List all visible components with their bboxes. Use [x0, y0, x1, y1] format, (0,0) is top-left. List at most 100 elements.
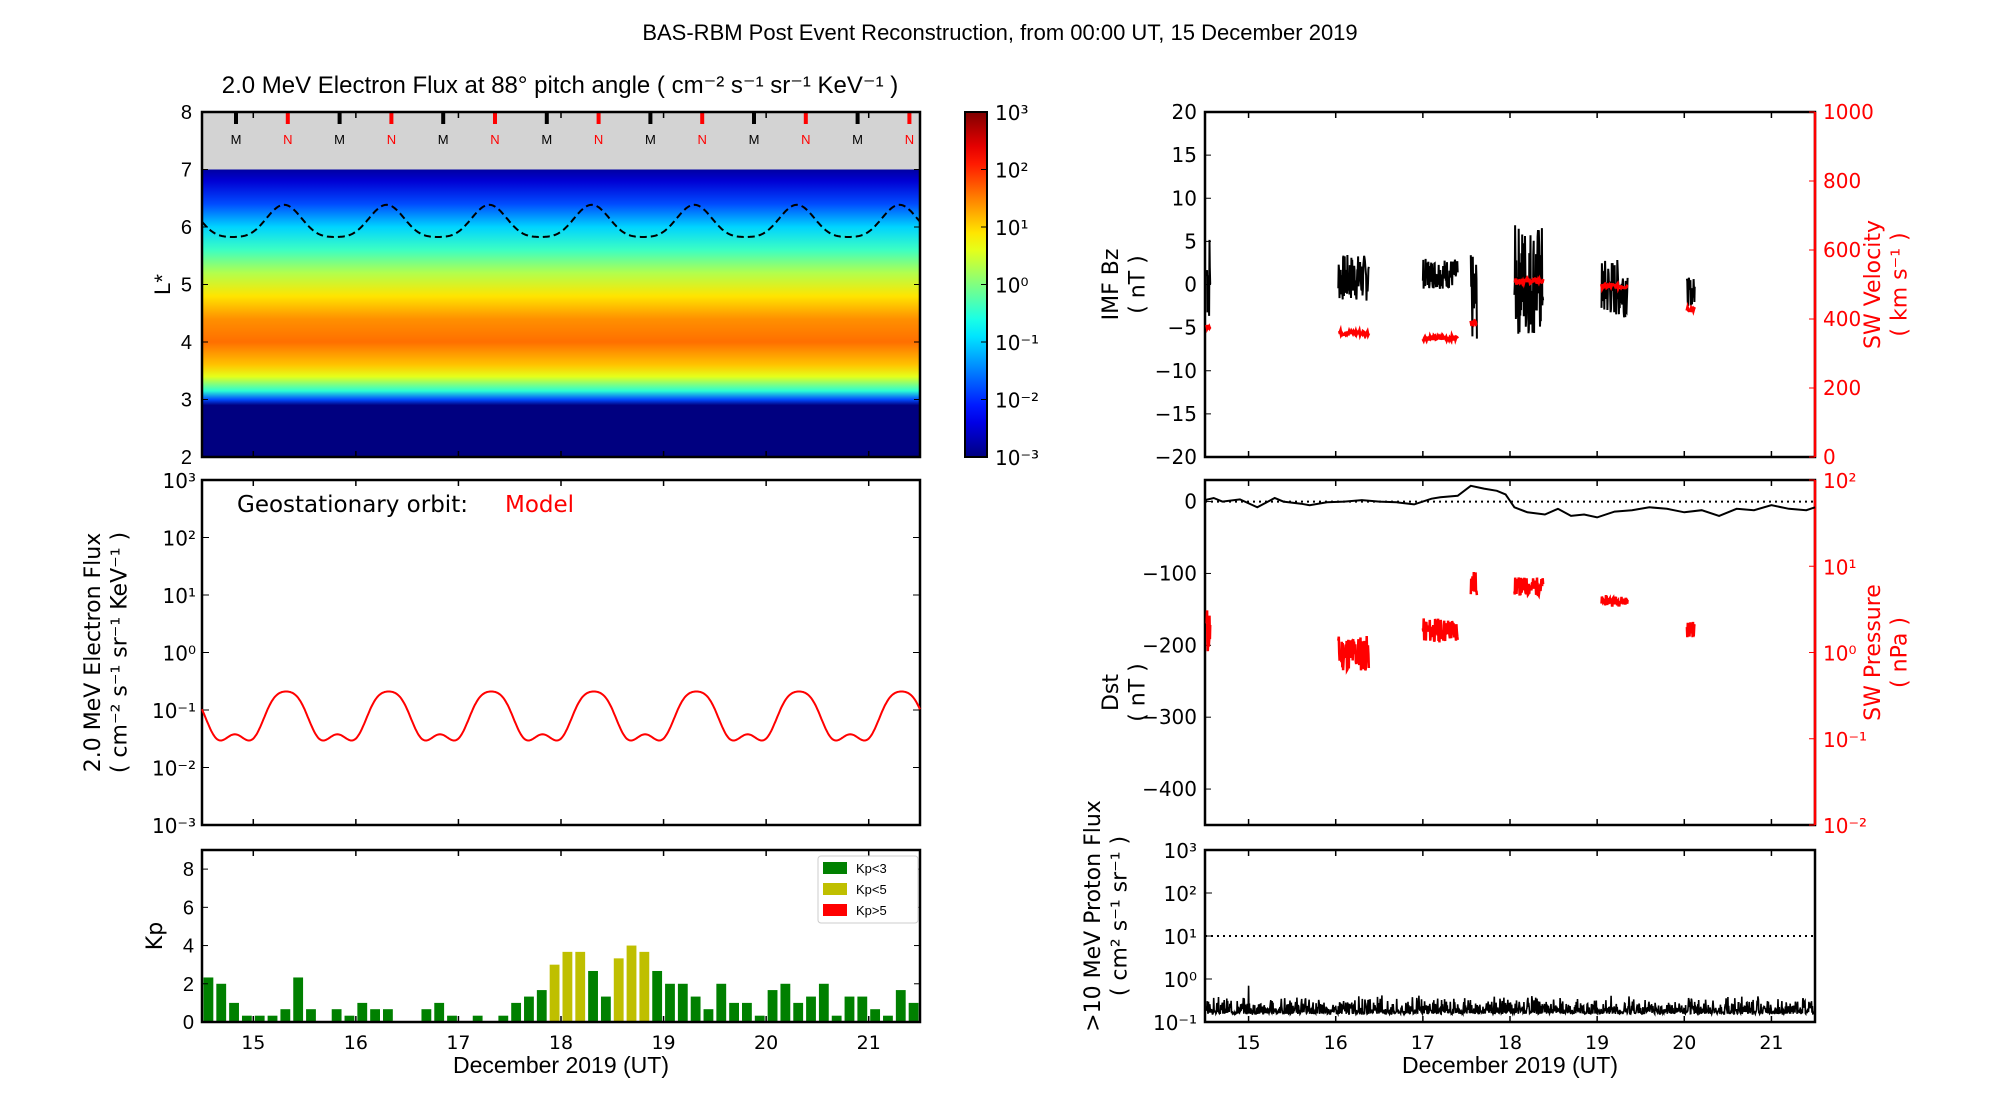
noon-marker-label: N [698, 132, 707, 147]
geo-annotation-label: Geostationary orbit: [237, 492, 468, 518]
kp-bar [767, 990, 778, 1022]
kp-bar [306, 1009, 316, 1022]
midnight-marker-label: M [645, 132, 656, 147]
dst-ytick-label: −100 [1142, 561, 1197, 585]
midnight-marker-label: M [231, 132, 242, 147]
imf-bz-line [1205, 239, 1212, 316]
kp-bar [498, 1015, 509, 1022]
lstar-ytick-label: 5 [181, 275, 192, 297]
kp-bar [895, 990, 906, 1022]
proton-xtick-label: 15 [1236, 1032, 1260, 1054]
kp-bar [511, 1002, 522, 1022]
imf-y2tick-label: 400 [1823, 307, 1861, 331]
proton-ytick-label: 10² [1164, 882, 1197, 906]
proton-flux-line [1204, 985, 1816, 1018]
lstar-ytick-label: 8 [181, 102, 192, 124]
geo-panel-frame [200, 478, 922, 827]
kp-bar [793, 1002, 804, 1022]
colorbar-tick-label: 10⁻² [995, 389, 1039, 413]
kp-legend-label: Kp>5 [856, 903, 887, 918]
kp-bar [677, 983, 688, 1022]
colorbar-tick-label: 10⁻³ [995, 446, 1039, 470]
geo-model-line [201, 690, 921, 742]
colorbar-tick-label: 10¹ [995, 216, 1028, 240]
imf-y2tick-label: 0 [1823, 445, 1836, 469]
kp-bar [883, 1015, 893, 1022]
imf-ytick-label: −15 [1155, 402, 1197, 426]
colorbar-tick-label: 10³ [995, 101, 1028, 125]
kp-ytick-label: 4 [183, 936, 194, 958]
sw-pressure-line [1421, 618, 1459, 643]
proton-xtick-label: 19 [1585, 1032, 1609, 1054]
colorbar-tick-label: 10⁰ [995, 274, 1028, 298]
kp-legend-label: Kp<5 [856, 882, 887, 897]
kp-bar [857, 996, 868, 1022]
imf-bz-line [1469, 255, 1478, 339]
imf-y2tick-label: 800 [1823, 169, 1861, 193]
proton-ytick-label: 10⁰ [1164, 968, 1197, 992]
kp-bar [716, 983, 727, 1022]
imf-ytick-label: −10 [1155, 359, 1197, 383]
kp-bar [280, 1009, 291, 1022]
lstar-panel-title: 2.0 MeV Electron Flux at 88° pitch angle… [222, 72, 898, 99]
imf-y2tick-label: 200 [1823, 376, 1861, 400]
imf-bz-line [1685, 277, 1696, 307]
kp-legend-swatch [823, 883, 847, 895]
sw-velocity-line [1205, 323, 1212, 334]
kp-bar [524, 996, 534, 1022]
proton-ytick-label: 10⁻¹ [1153, 1011, 1197, 1035]
midnight-marker-label: M [334, 132, 345, 147]
geo-ytick-label: 10¹ [163, 584, 196, 608]
kp-bar [203, 977, 214, 1022]
geo-ytick-label: 10² [163, 527, 196, 551]
kp-bar [434, 1002, 445, 1022]
imf-ytick-label: 10 [1172, 186, 1197, 210]
kp-bar [600, 996, 611, 1022]
midnight-marker-label: M [541, 132, 552, 147]
kp-bar [472, 1015, 483, 1022]
imf-bz-line [1421, 258, 1459, 289]
kp-bar [344, 1015, 355, 1022]
kp-ytick-label: 2 [183, 974, 194, 996]
noon-marker-label: N [801, 132, 810, 147]
proton-xtick-label: 20 [1672, 1032, 1696, 1054]
dst-ytick-label: −300 [1142, 705, 1197, 729]
kp-xlabel: December 2019 (UT) [453, 1052, 669, 1078]
kp-xtick-label: 16 [344, 1032, 368, 1054]
kp-bar [652, 970, 663, 1022]
pressure-ytick-label: 10⁻² [1823, 814, 1867, 838]
kp-bar [729, 1002, 739, 1022]
lstar-ytick-label: 4 [181, 332, 192, 354]
kp-bar [562, 951, 573, 1022]
sw-velocity-line [1600, 280, 1629, 294]
sw-pressure-ylabel: SW Pressure( nPa ) [1861, 584, 1912, 721]
imf-panel-frame [1203, 110, 1817, 459]
pressure-ytick-label: 10¹ [1823, 555, 1856, 579]
lstar-ytick-label: 6 [181, 217, 192, 239]
sw-velocity-line [1685, 301, 1696, 316]
colorbar-tick-label: 10⁻¹ [995, 331, 1039, 355]
dst-ylabel: Dst( nT ) [1099, 663, 1150, 722]
no-data-band [202, 112, 920, 170]
imf-ytick-label: 20 [1172, 100, 1197, 124]
proton-xlabel: December 2019 (UT) [1402, 1052, 1618, 1078]
imf-ytick-label: −5 [1168, 316, 1197, 340]
kp-bar [588, 970, 598, 1022]
midnight-marker-label: M [852, 132, 863, 147]
kp-bar [806, 996, 816, 1022]
kp-bar [870, 1009, 881, 1022]
sw-pressure-line [1205, 610, 1212, 652]
proton-xtick-label: 16 [1324, 1032, 1348, 1054]
kp-xtick-label: 15 [241, 1032, 265, 1054]
proton-xtick-label: 21 [1759, 1032, 1783, 1054]
pressure-ytick-label: 10⁰ [1823, 642, 1856, 666]
proton-xtick-label: 17 [1411, 1032, 1435, 1054]
geo-annotation-value: Model [505, 492, 574, 518]
kp-bar [780, 983, 791, 1022]
midnight-marker-label: M [438, 132, 449, 147]
kp-bar [754, 1015, 765, 1022]
colorbar-tick-label: 10² [995, 159, 1028, 183]
kp-bar [613, 958, 624, 1022]
kp-ytick-label: 6 [183, 897, 194, 919]
